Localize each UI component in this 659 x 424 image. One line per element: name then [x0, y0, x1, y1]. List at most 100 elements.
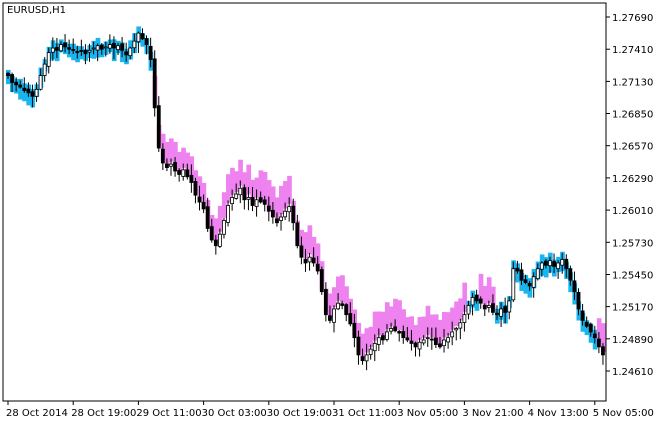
x-tick-label: 29 Oct 11:00: [136, 408, 201, 419]
candle-body: [275, 218, 279, 224]
candle-body: [226, 205, 230, 223]
band-segment: [262, 171, 268, 202]
candle-body: [429, 338, 434, 341]
candle-body: [181, 169, 186, 177]
candle-body: [107, 44, 112, 49]
band-segment: [344, 286, 349, 313]
candle-body: [283, 210, 288, 218]
candle-body: [34, 89, 39, 97]
band-segment: [266, 180, 272, 209]
candle-body: [438, 343, 442, 348]
band-segment: [413, 325, 419, 345]
candle-body: [67, 47, 72, 50]
candle-body: [319, 269, 324, 293]
band-segment: [478, 273, 484, 301]
candle-body: [22, 87, 27, 91]
candle-body: [291, 205, 296, 224]
band-segment: [246, 164, 252, 195]
y-axis: 1.27690 1.27410 1.27130 1.26850 1.26570 1.262…: [606, 13, 653, 378]
candle-body: [189, 174, 194, 183]
band-segment: [458, 298, 463, 321]
candle-body: [136, 32, 141, 43]
candle-body: [6, 72, 10, 77]
y-tick-label: 1.24610: [612, 367, 653, 378]
candle-body: [323, 289, 328, 316]
band-segment: [213, 218, 219, 244]
candle-body: [79, 49, 84, 52]
band-segment: [425, 305, 431, 335]
band-segment: [389, 306, 394, 327]
candle-body: [368, 348, 373, 355]
candle-body: [299, 245, 304, 258]
candle-body: [397, 331, 402, 334]
band-segment: [274, 197, 280, 221]
candle-body: [548, 260, 552, 267]
candle-body: [262, 199, 267, 205]
y-tick-label: 1.26290: [612, 174, 653, 185]
candle-body: [55, 47, 59, 51]
candle-body: [266, 205, 271, 212]
candle-body: [462, 314, 467, 323]
candle-body: [287, 206, 292, 213]
band-segment: [442, 312, 447, 338]
candle-body: [91, 47, 96, 50]
band-segment: [360, 333, 366, 359]
candle-body: [38, 75, 43, 90]
y-tick-label: 1.25730: [612, 238, 653, 249]
candle-body: [332, 308, 336, 323]
candle-body: [580, 310, 585, 321]
candle-body: [588, 323, 593, 333]
candle-body: [156, 105, 161, 149]
candle-body: [552, 261, 556, 267]
band-segment: [409, 316, 415, 341]
candle-body: [213, 239, 218, 247]
candle-body: [71, 49, 76, 51]
candle-body: [544, 260, 548, 266]
candle-body: [584, 321, 589, 327]
candle-body: [59, 44, 63, 52]
candle-body: [401, 331, 406, 339]
band-segment: [217, 205, 223, 232]
x-tick-label: 4 Nov 13:00: [528, 408, 589, 419]
band-segment: [331, 287, 337, 307]
candle-body: [270, 209, 275, 218]
candle-body: [10, 74, 14, 83]
candles: [6, 28, 605, 371]
candle-body: [124, 51, 129, 56]
candle-body: [46, 52, 51, 67]
candle-body: [50, 47, 55, 53]
candle-body: [144, 38, 149, 45]
candle-body: [254, 199, 259, 207]
band-segment: [380, 311, 386, 338]
candle-body: [372, 343, 377, 352]
candle-body: [433, 337, 438, 345]
x-tick-label: 28 Oct 2014: [6, 408, 68, 419]
x-tick-label: 3 Nov 21:00: [462, 408, 523, 419]
candle-body: [474, 294, 479, 302]
candle-body: [381, 335, 385, 341]
candle-body: [425, 337, 430, 340]
candle-body: [173, 162, 177, 172]
band-segment: [372, 311, 378, 341]
x-tick-label: 5 Nov 05:00: [593, 408, 654, 419]
candle-body: [486, 305, 491, 308]
candle-body: [14, 81, 19, 86]
candle-body: [385, 331, 389, 340]
candle-body: [352, 322, 357, 339]
candle-body: [120, 43, 124, 51]
candle-body: [482, 304, 487, 310]
y-tick-label: 1.26850: [612, 110, 653, 121]
candle-body: [360, 356, 365, 362]
candle-body: [348, 313, 353, 325]
band-segment: [18, 78, 23, 100]
y-tick-label: 1.26010: [612, 206, 653, 217]
band-segment: [307, 225, 313, 255]
candle-body: [165, 163, 169, 168]
candle-body: [393, 326, 398, 332]
candle-body: [421, 339, 426, 344]
candle-body: [560, 259, 565, 266]
candle-body: [519, 269, 524, 281]
candle-body: [30, 91, 35, 97]
band-segment: [278, 185, 284, 215]
candle-body: [242, 187, 247, 201]
